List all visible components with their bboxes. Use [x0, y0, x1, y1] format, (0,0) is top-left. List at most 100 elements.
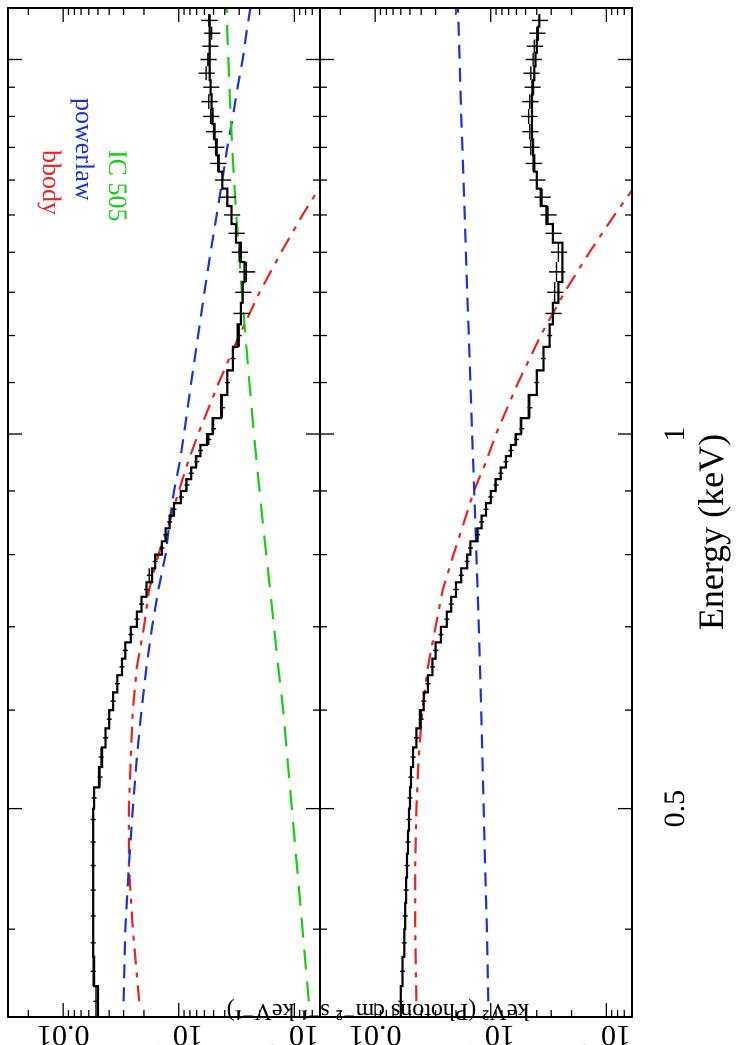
data-point: [159, 541, 165, 555]
data-point: [531, 14, 549, 27]
y-axis-label: keV² (Photons cm⁻² s⁻¹ keV⁻¹): [227, 998, 530, 1024]
data-point: [527, 394, 533, 419]
data-point: [224, 206, 241, 225]
data-point: [408, 767, 414, 788]
y-tick-label: 10⁻⁴: [269, 1019, 319, 1045]
data-point: [479, 515, 485, 529]
data-point: [433, 642, 439, 659]
data-point: [208, 139, 225, 156]
data-point: [97, 767, 103, 788]
data-point: [453, 582, 459, 597]
data-point: [93, 986, 99, 1017]
data-point: [197, 444, 203, 457]
data-point: [184, 479, 190, 491]
data-point: [201, 94, 218, 109]
data-point: [152, 554, 158, 569]
data-point: [106, 710, 112, 729]
data-point: [219, 394, 225, 419]
data-point: [498, 467, 504, 480]
data-point: [444, 611, 450, 627]
data-point: [410, 747, 416, 768]
data-point: [534, 188, 551, 207]
data-point: [503, 456, 509, 468]
panel-1-plot: [90, 8, 320, 1017]
data-point: [401, 929, 407, 957]
data-point: [231, 242, 248, 262]
data-point: [167, 515, 173, 529]
data-point: [90, 877, 96, 903]
data-point: [103, 728, 109, 748]
series-bbody-line: [127, 185, 320, 1002]
data-point: [404, 853, 410, 878]
data-point: [194, 456, 200, 468]
data-point: [200, 52, 217, 67]
data-point: [413, 728, 419, 748]
data-point: [233, 302, 250, 325]
data-point: [508, 444, 514, 457]
data-point: [438, 626, 444, 643]
data-point: [119, 658, 125, 676]
series-ic-505-line: [225, 8, 310, 1002]
data-point: [91, 787, 97, 809]
panel-frame: [319, 7, 633, 1018]
data-point: [163, 528, 169, 542]
series-bbody-line: [414, 188, 632, 1002]
data-point: [464, 554, 470, 569]
data-point: [144, 582, 150, 597]
legend-entry-bbody: bbody: [37, 150, 66, 215]
data-point: [98, 747, 104, 768]
data-point: [407, 787, 413, 809]
legend-entry-powerlaw: powerlaw: [70, 98, 99, 201]
y-tick-label: 0.01: [349, 1019, 402, 1045]
data-point: [146, 568, 152, 583]
data-point: [128, 626, 134, 643]
data-point: [204, 26, 221, 40]
data-point: [90, 808, 96, 831]
data-point: [425, 675, 431, 693]
data-point: [400, 956, 406, 987]
data-point: [201, 14, 218, 27]
data-point: [493, 479, 499, 491]
legend: bbody powerlaw IC 505: [37, 98, 132, 222]
data-point: [521, 108, 538, 124]
data-point: [178, 490, 184, 504]
data-point: [421, 692, 427, 711]
data-point: [171, 503, 177, 516]
data-point: [448, 596, 454, 612]
data-point: [418, 710, 424, 729]
data-point: [202, 39, 219, 53]
data-point: [219, 188, 237, 207]
data-point: [110, 692, 116, 711]
data-point: [541, 346, 547, 371]
data-point: [236, 324, 242, 347]
data-point: [90, 902, 96, 930]
data-point: [525, 52, 542, 67]
y-tick-label: 0.01: [37, 1019, 89, 1045]
data-point: [114, 675, 120, 693]
data-point: [523, 66, 540, 81]
data-point: [90, 956, 96, 987]
data-point: [235, 281, 252, 303]
data-point: [467, 541, 473, 555]
data-point: [398, 986, 404, 1017]
data-point: [90, 830, 96, 854]
data-point: [211, 418, 217, 435]
data-point: [139, 596, 145, 612]
panel-2-plot: [398, 8, 632, 1017]
data-point: [524, 80, 541, 95]
data-point: [547, 281, 564, 303]
y-tick-label: 10⁻⁴: [581, 1019, 631, 1045]
data-point: [134, 611, 140, 627]
data-point: [529, 171, 546, 189]
data-point: [529, 26, 546, 40]
data-point: [90, 929, 96, 957]
data-point: [203, 80, 220, 95]
data-point: [475, 528, 481, 542]
data-point: [238, 261, 256, 282]
data-point: [206, 123, 223, 140]
legend-entry-ic505: IC 505: [103, 150, 132, 222]
data-point: [224, 370, 230, 395]
panel-1: 0.01 10⁻³ 10⁻⁴: [7, 7, 321, 1045]
data-point: [522, 94, 539, 109]
data-point: [534, 370, 540, 395]
